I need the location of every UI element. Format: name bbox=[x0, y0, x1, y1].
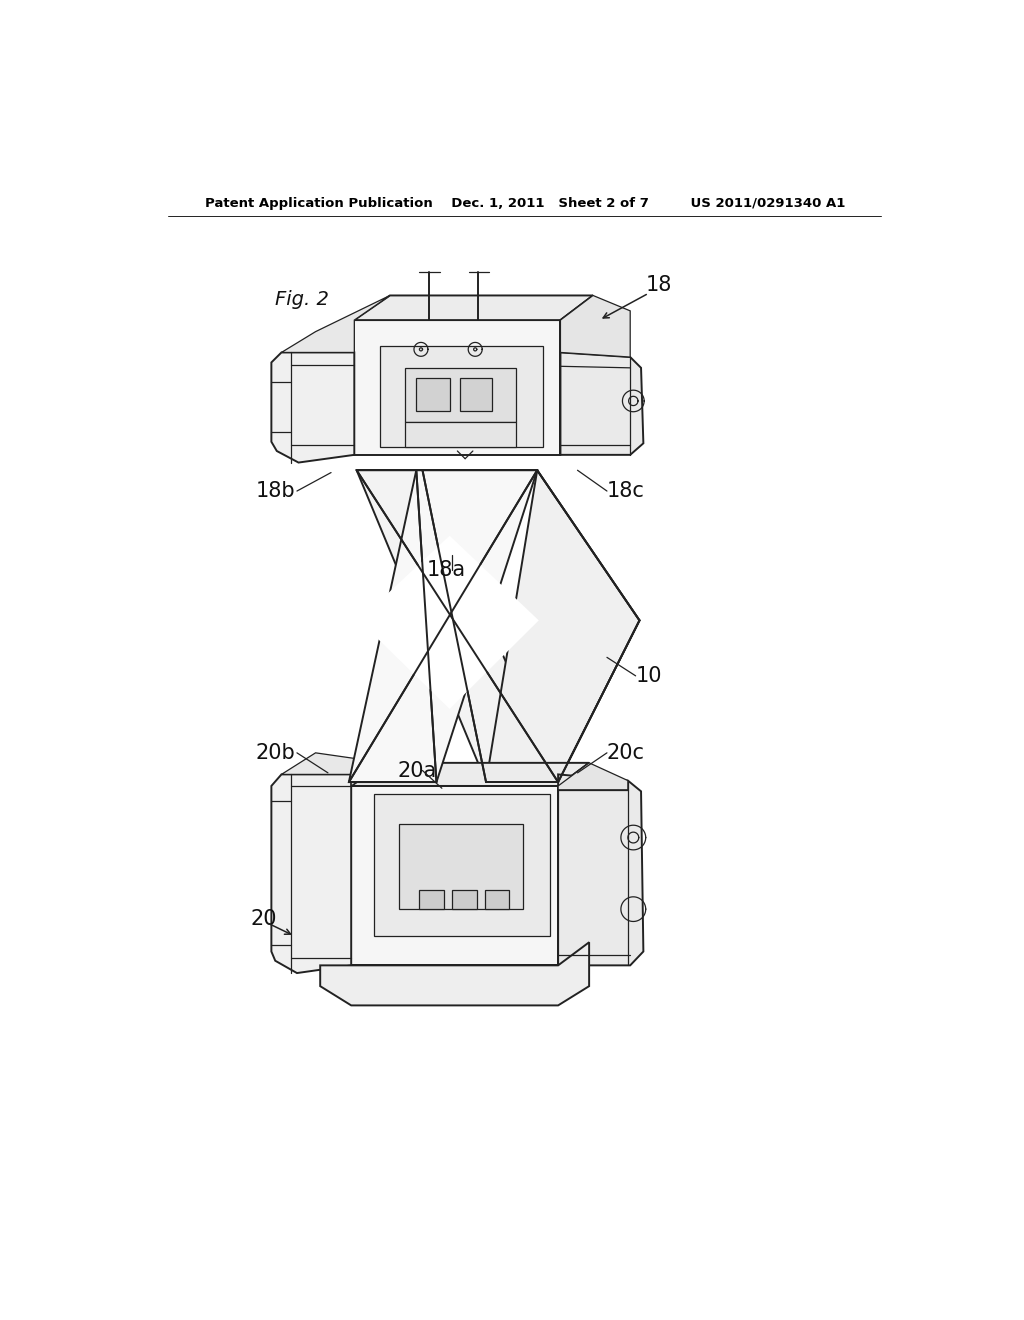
Polygon shape bbox=[354, 321, 560, 455]
Polygon shape bbox=[271, 775, 351, 973]
Polygon shape bbox=[271, 352, 354, 462]
Text: Patent Application Publication    Dec. 1, 2011   Sheet 2 of 7         US 2011/02: Patent Application Publication Dec. 1, 2… bbox=[205, 197, 845, 210]
Polygon shape bbox=[356, 470, 558, 781]
Polygon shape bbox=[558, 775, 643, 965]
Polygon shape bbox=[359, 536, 539, 709]
Polygon shape bbox=[558, 763, 589, 965]
Text: 18c: 18c bbox=[607, 480, 645, 502]
Polygon shape bbox=[452, 890, 477, 909]
Text: 10: 10 bbox=[636, 665, 663, 686]
Polygon shape bbox=[560, 352, 643, 455]
Text: Fig. 2: Fig. 2 bbox=[275, 290, 329, 309]
Polygon shape bbox=[282, 296, 390, 352]
Polygon shape bbox=[406, 368, 515, 422]
Polygon shape bbox=[486, 470, 640, 781]
Polygon shape bbox=[354, 296, 593, 321]
Text: 18a: 18a bbox=[426, 561, 466, 581]
Text: 20c: 20c bbox=[607, 743, 645, 763]
Polygon shape bbox=[380, 346, 543, 447]
Text: 18: 18 bbox=[646, 276, 672, 296]
Polygon shape bbox=[484, 890, 509, 909]
Text: 20b: 20b bbox=[256, 743, 296, 763]
Polygon shape bbox=[282, 752, 385, 785]
Text: 18b: 18b bbox=[256, 480, 296, 502]
Polygon shape bbox=[351, 785, 558, 965]
Polygon shape bbox=[460, 378, 493, 411]
Polygon shape bbox=[406, 422, 515, 447]
Polygon shape bbox=[321, 942, 589, 1006]
Polygon shape bbox=[558, 763, 628, 789]
Text: 20a: 20a bbox=[397, 760, 437, 780]
Polygon shape bbox=[560, 296, 630, 358]
Polygon shape bbox=[419, 890, 444, 909]
Polygon shape bbox=[417, 378, 450, 411]
Polygon shape bbox=[351, 763, 589, 785]
Polygon shape bbox=[399, 825, 523, 909]
Polygon shape bbox=[375, 793, 550, 936]
Polygon shape bbox=[560, 296, 593, 455]
Polygon shape bbox=[349, 470, 538, 781]
Text: 20: 20 bbox=[251, 909, 276, 929]
